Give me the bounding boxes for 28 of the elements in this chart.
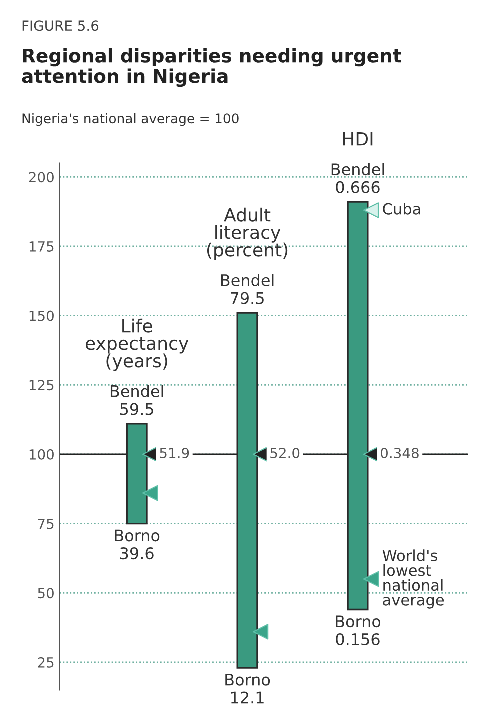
annotation: Bendel 0.666 xyxy=(332,163,384,194)
y-tick-label: 25 xyxy=(38,657,54,668)
annotation: Borno 39.6 xyxy=(115,530,160,560)
annotation: Bendel 59.5 xyxy=(110,385,164,416)
y-tick-label: 150 xyxy=(30,310,54,322)
annotation: Bendel 79.5 xyxy=(221,274,274,304)
point xyxy=(363,571,380,588)
annotation: 51.9 xyxy=(160,448,190,458)
x-tick-label: Adult literacy (percent) xyxy=(207,208,288,260)
point xyxy=(142,485,158,502)
series-label: World's lowest national average xyxy=(382,550,444,609)
annotation: Borno 0.156 xyxy=(336,616,381,646)
x-tick-label: Life expectancy (years) xyxy=(86,318,189,372)
chart-title: Regional disparities needing urgent attention in Nigeria xyxy=(22,48,402,88)
y-tick-label: 50 xyxy=(38,588,54,599)
y-tick-label: 125 xyxy=(30,380,54,391)
annotation: 52.0 xyxy=(270,448,300,458)
chart-subtitle: FIGURE 5.6 xyxy=(22,20,99,32)
y-tick-label: 200 xyxy=(29,172,54,183)
point xyxy=(252,624,269,640)
annotation: 0.348 xyxy=(380,448,419,458)
y-tick-label: 75 xyxy=(38,518,54,530)
series-label: Cuba xyxy=(383,203,420,215)
y-tick-label: 175 xyxy=(30,242,54,252)
y-axis-title: Nigeria's national average = 100 xyxy=(22,113,239,126)
y-tick-label: 100 xyxy=(30,449,54,460)
x-tick-label: HDI xyxy=(343,132,373,146)
annotation: Borno 12.1 xyxy=(226,674,270,704)
